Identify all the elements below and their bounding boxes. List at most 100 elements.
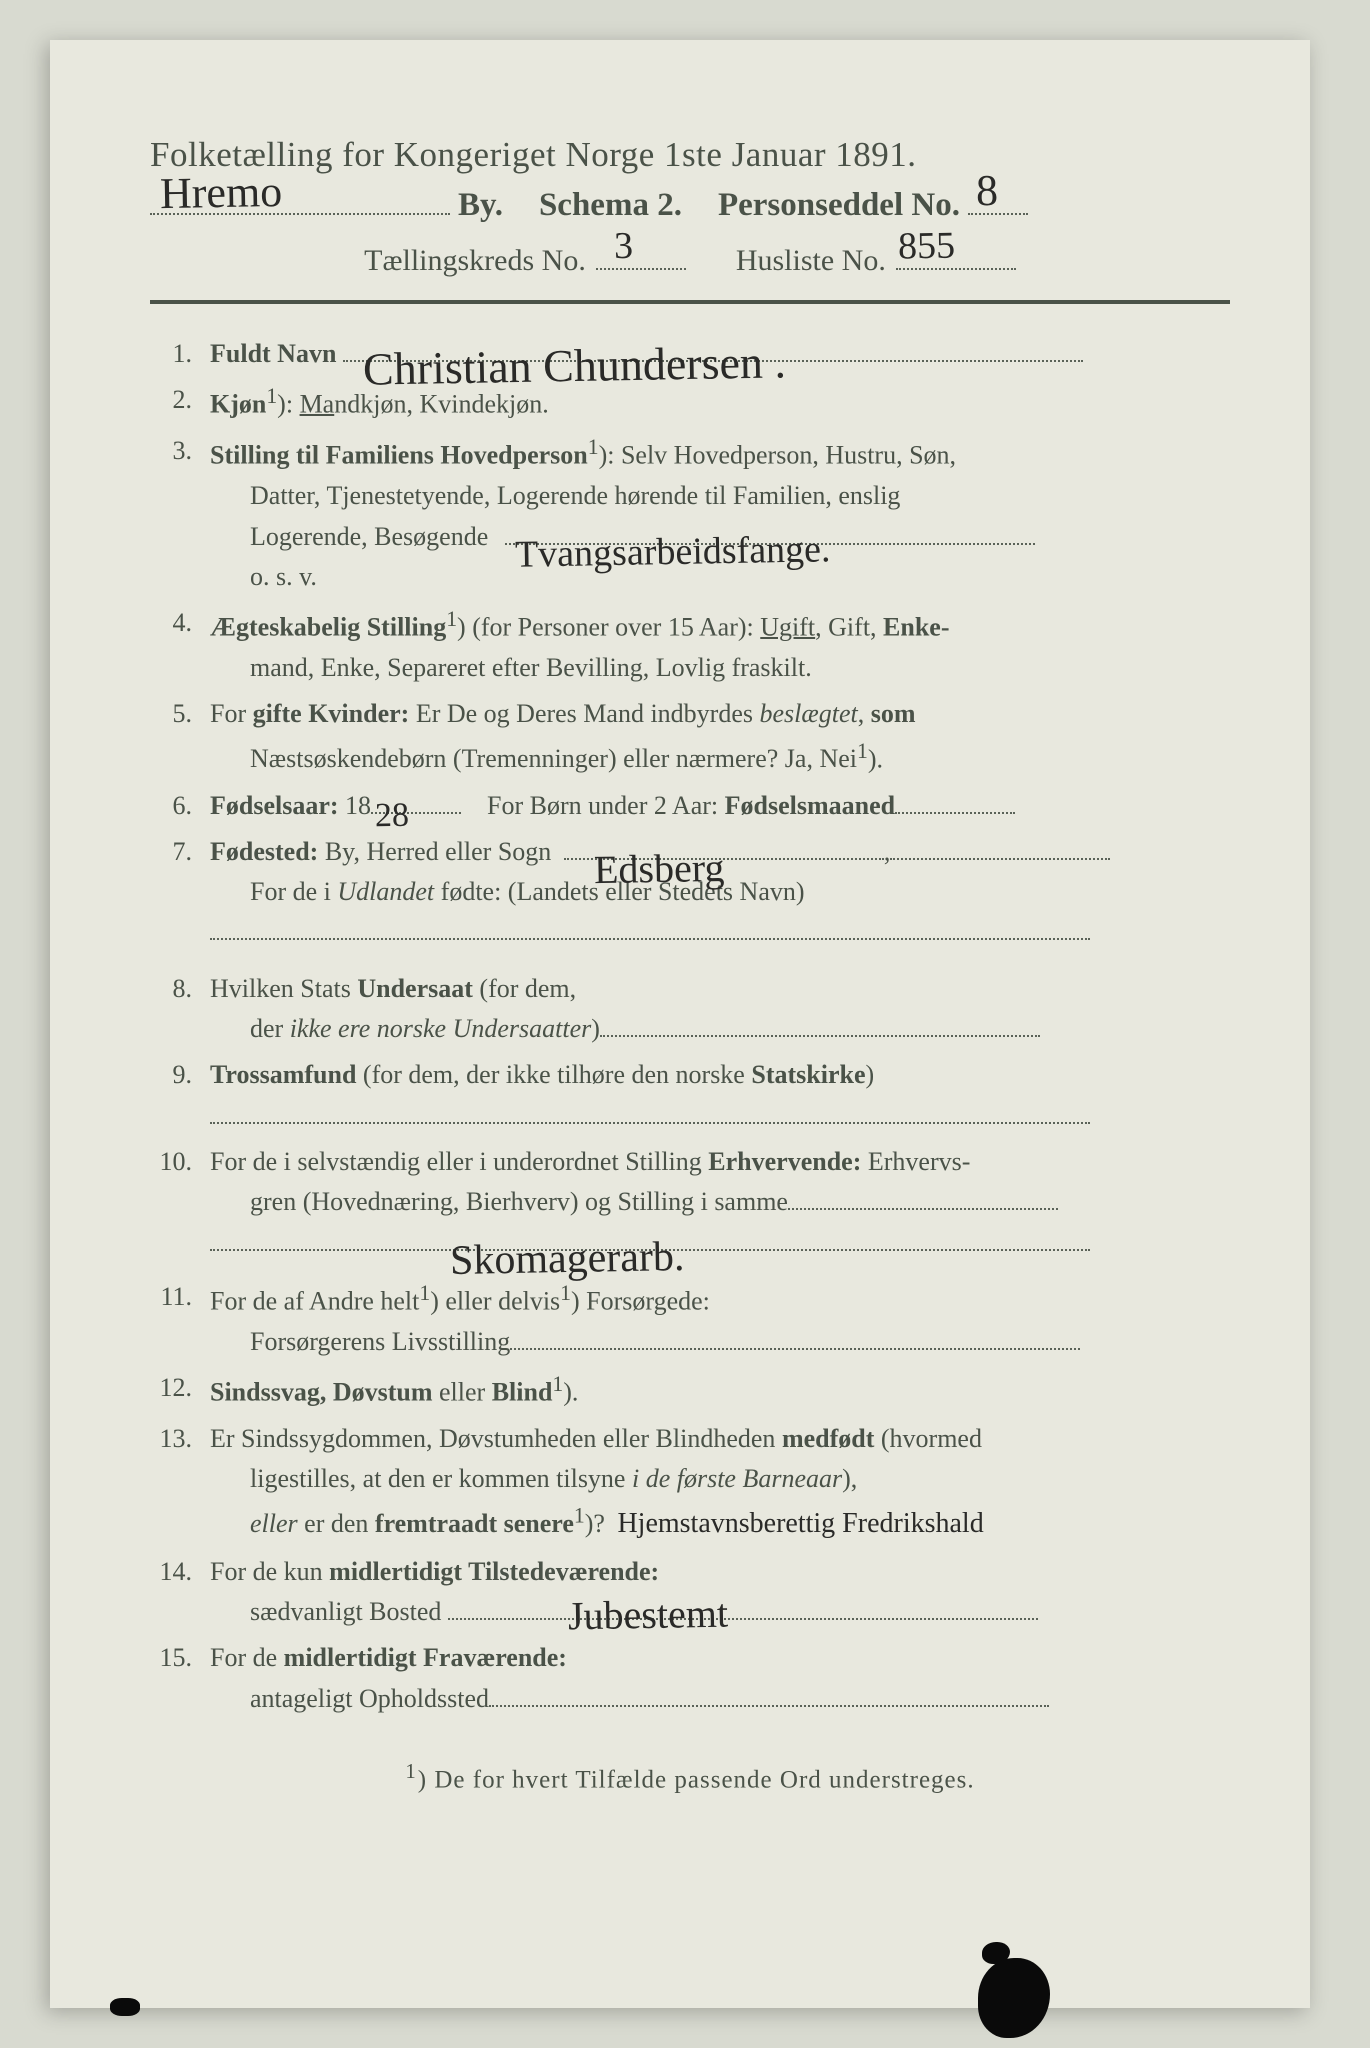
sup: 1: [588, 435, 599, 459]
text: mand, Enke, Separeret efter Bevilling, L…: [210, 653, 812, 682]
birthplace-field: Edsberg: [564, 858, 884, 860]
label: Fødested:: [210, 837, 318, 866]
bosted-handwritten: Jubestemt: [567, 1583, 728, 1648]
taellingskreds-no: 3: [613, 224, 633, 268]
entry-num: 11.: [150, 1277, 210, 1317]
entry-4: 4. Ægteskabelig Stilling1) (for Personer…: [150, 603, 1230, 688]
label: Fuldt Navn: [210, 339, 336, 368]
birthplace-field3: [210, 938, 1090, 940]
italic: beslægtet: [760, 699, 858, 728]
year-field: 28: [371, 812, 461, 814]
entry-num: 5.: [150, 694, 210, 734]
sup: 1: [857, 739, 868, 763]
erhverv-handwritten: Skomagerarb.: [449, 1225, 685, 1294]
label: Fødselsaar:: [210, 791, 339, 820]
entry-8: 8. Hvilken Stats Undersaat (for dem, der…: [150, 969, 1230, 1050]
entry-num: 2.: [150, 380, 210, 420]
text: For Børn under 2 Aar:: [487, 791, 725, 820]
text: sædvanligt Bosted: [210, 1597, 441, 1626]
entry-11: 11. For de af Andre helt1) eller delvis1…: [150, 1277, 1230, 1362]
entry-content: For de midlertidigt Fraværende: antageli…: [210, 1638, 1230, 1719]
sup: 1: [552, 1372, 563, 1396]
sup: 1: [266, 384, 277, 408]
label: Stilling til Familiens Hovedperson: [210, 441, 588, 470]
husliste-label: Husliste No.: [736, 244, 886, 278]
text: ).: [868, 744, 883, 773]
fullname-handwritten: Christian Chundersen .: [362, 326, 786, 405]
entry-3: 3. Stilling til Familiens Hovedperson1):…: [150, 431, 1230, 597]
entry-num: 8.: [150, 969, 210, 1009]
italic: eller: [250, 1509, 298, 1538]
personseddel-label: Personseddel No.: [718, 187, 960, 224]
text: Er De og Deres Mand indbyrdes: [409, 699, 759, 728]
bold: fremtraadt senere: [375, 1509, 574, 1538]
text: ): [591, 1014, 600, 1043]
entry-content: Stilling til Familiens Hovedperson1): Se…: [210, 431, 1230, 597]
stilling-handwritten: Tvangsarbeidsfange.: [514, 520, 830, 584]
text: o. s. v.: [210, 562, 317, 591]
taellingskreds-field: 3: [596, 240, 686, 270]
bold: som: [871, 699, 916, 728]
text: (for dem, der ikke tilhøre den norske: [356, 1060, 751, 1089]
footnote-text: ) De for hvert Tilfælde passende Ord und…: [418, 1766, 975, 1793]
ink-blot: [978, 1958, 1050, 2038]
text: er den: [298, 1509, 375, 1538]
text: Forsørgerens Livsstilling: [210, 1327, 510, 1356]
text: Erhvervs-: [861, 1147, 970, 1176]
text: der: [250, 1014, 290, 1043]
text: eller: [433, 1378, 492, 1407]
erhverv-field1: [788, 1208, 1058, 1210]
entry-content: Fødested: By, Herred eller Sogn Edsberg …: [210, 832, 1230, 953]
text: Er Sindssygdommen, Døvstumheden eller Bl…: [210, 1424, 782, 1453]
sup: 1: [574, 1504, 585, 1528]
text: (for dem,: [473, 974, 576, 1003]
footnote-sup: 1: [405, 1759, 417, 1783]
text: , Gift,: [815, 613, 883, 642]
erhverv-field2: Skomagerarb.: [210, 1249, 1090, 1251]
text: For de i: [250, 877, 337, 906]
hjemstavn-handwritten: Hjemstavnsberettig Fredrikshald: [617, 1508, 983, 1539]
text: ).: [563, 1378, 578, 1407]
header-row-2: Hremo By. Schema 2. Personseddel No. 8: [150, 185, 1230, 224]
text: Næstsøskendebørn (Tremenninger) eller næ…: [210, 744, 857, 773]
opholdssted-field: [489, 1705, 1049, 1707]
text: For de: [210, 1643, 284, 1672]
text: ligestilles, at den er kommen tilsyne: [250, 1464, 632, 1493]
italic: Udlandet: [337, 877, 434, 906]
label: Kjøn: [210, 390, 266, 419]
birthplace-field2: [890, 858, 1110, 860]
entry-num: 10.: [150, 1142, 210, 1182]
entry-15: 15. For de midlertidigt Fraværende: anta…: [150, 1638, 1230, 1719]
text: ): Selv Hovedperson, Hustru, Søn,: [599, 441, 956, 470]
stilling-field: Tvangsarbeidsfange.: [505, 543, 1035, 545]
entry-content: Hvilken Stats Undersaat (for dem, der ik…: [210, 969, 1230, 1050]
personseddel-no: 8: [976, 165, 999, 216]
entry-num: 7.: [150, 832, 210, 872]
italic: i de første Barneaar: [632, 1464, 842, 1493]
entry-content: Trossamfund (for dem, der ikke tilhøre d…: [210, 1055, 1230, 1136]
entry-num: 9.: [150, 1055, 210, 1095]
schema-label: Schema 2.: [539, 187, 682, 224]
entry-content: For de i selvstændig eller i underordnet…: [210, 1142, 1230, 1263]
sup: 1: [419, 1281, 430, 1305]
husliste-no: 855: [897, 224, 955, 269]
entry-5: 5. For gifte Kvinder: Er De og Deres Man…: [150, 694, 1230, 779]
text: Logerende, Besøgende: [210, 522, 488, 551]
text: 18: [339, 791, 372, 820]
entry-1: 1. Fuldt Navn Christian Chundersen .: [150, 334, 1230, 374]
text: For de af Andre helt: [210, 1287, 419, 1316]
bold: Undersaat: [357, 974, 473, 1003]
undersaat-field: [600, 1035, 1040, 1037]
label: Ægteskabelig Stilling: [210, 613, 446, 642]
entry-num: 3.: [150, 431, 210, 471]
entry-content: For gifte Kvinder: Er De og Deres Mand i…: [210, 694, 1230, 779]
birthplace-handwritten: Edsberg: [593, 837, 724, 901]
text: For de i selvstændig eller i underordnet…: [210, 1147, 708, 1176]
entry-num: 13.: [150, 1419, 210, 1459]
bosted-field: Jubestemt: [448, 1618, 1038, 1620]
text: (hvormed: [874, 1424, 982, 1453]
entry-13: 13. Er Sindssygdommen, Døvstumheden elle…: [150, 1419, 1230, 1546]
by-label: By.: [458, 187, 503, 224]
city-field: Hremo: [150, 185, 450, 215]
entry-7: 7. Fødested: By, Herred eller Sogn Edsbe…: [150, 832, 1230, 953]
